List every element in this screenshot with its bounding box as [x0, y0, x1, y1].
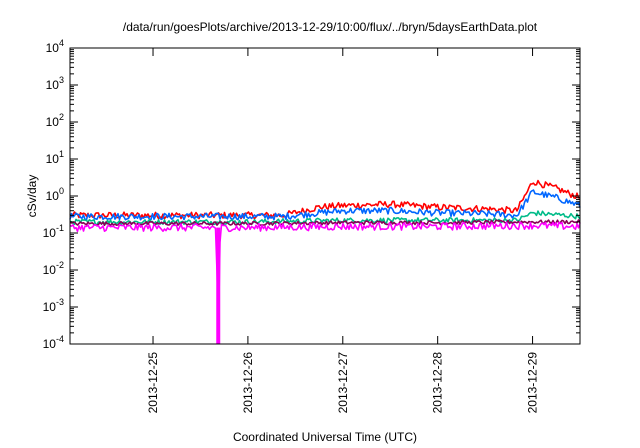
y-tick-exponent: 4: [59, 38, 64, 48]
y-tick-label: 10-1: [43, 223, 64, 240]
y-tick-base: 10: [43, 263, 57, 277]
y-tick-base: 10: [46, 189, 60, 203]
y-tick-label: 104: [46, 38, 64, 55]
y-tick-base: 10: [46, 115, 60, 129]
y-tick-exponent: -4: [56, 334, 64, 344]
y-tick-label: 10-3: [43, 297, 64, 314]
y-tick-base: 10: [46, 78, 60, 92]
plot-frame: [69, 47, 581, 345]
x-tick-label: 2013-12-26: [241, 352, 255, 414]
y-tick-label: 100: [46, 186, 64, 203]
x-axis-label: Coordinated Universal Time (UTC): [233, 430, 417, 444]
series-line: [69, 219, 581, 227]
x-tick-label: 2013-12-25: [146, 352, 160, 414]
x-tick-label: 2013-12-27: [336, 352, 350, 414]
y-tick-base: 10: [46, 152, 60, 166]
y-tick-exponent: 1: [59, 149, 64, 159]
x-ticks: 2013-12-25 2013-12-26 2013-12-27 2013-12-28…: [146, 48, 540, 413]
y-tick-base: 10: [43, 226, 57, 240]
y-tick-exponent: -2: [56, 260, 64, 270]
y-tick-label: 103: [46, 75, 64, 92]
y-tick-base: 10: [43, 300, 57, 314]
y-tick-exponent: 3: [59, 75, 64, 85]
y-tick-exponent: -1: [56, 223, 64, 233]
y-tick-label: 102: [46, 112, 64, 129]
x-tick-label: 2013-12-29: [526, 352, 540, 414]
y-tick-base: 10: [46, 41, 60, 55]
y-tick-base: 10: [43, 337, 57, 351]
y-axis-label: cSv/day: [25, 175, 39, 218]
series-line: [69, 210, 581, 226]
chart-title: /data/run/goesPlots/archive/2013-12-29/1…: [123, 20, 538, 34]
series-group: [69, 179, 581, 344]
y-tick-label: 10-2: [43, 260, 64, 277]
series-dip: [216, 227, 221, 344]
y-tick-exponent: 2: [59, 112, 64, 122]
y-tick-exponent: 0: [59, 186, 64, 196]
series-line: [69, 189, 581, 221]
series-line: [69, 221, 581, 328]
x-tick-label: 2013-12-28: [431, 352, 445, 414]
y-tick-exponent: -3: [56, 297, 64, 307]
y-tick-label: 10-4: [43, 334, 64, 351]
y-tick-label: 101: [46, 149, 64, 166]
series-line: [69, 179, 581, 220]
